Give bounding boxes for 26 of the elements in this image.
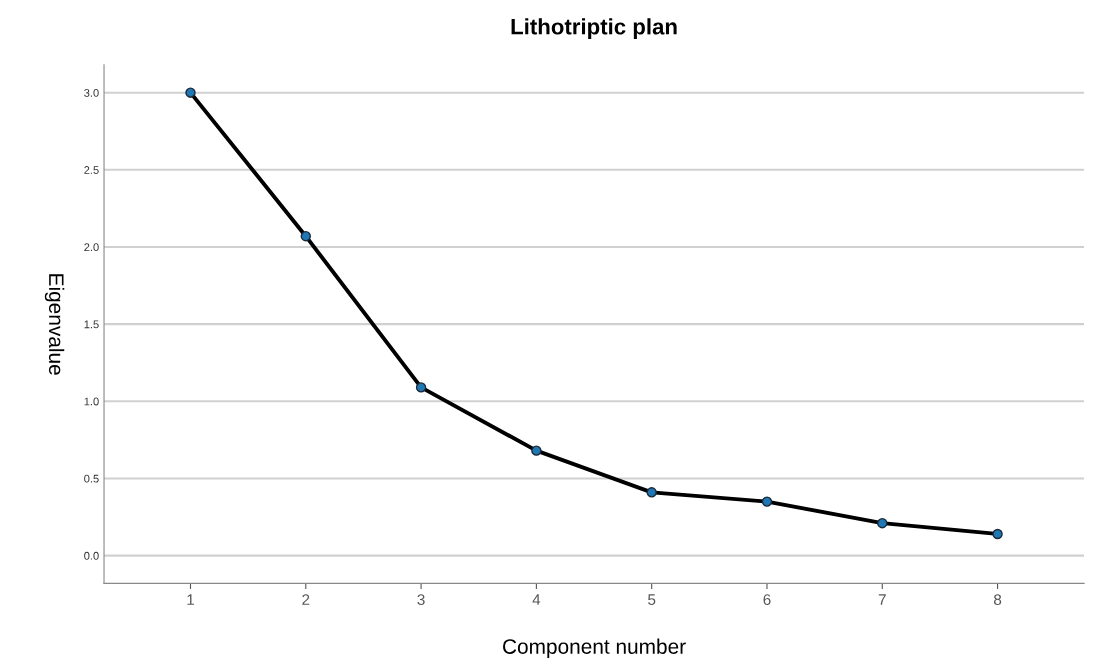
x-tick-label: 5 <box>648 594 656 606</box>
y-tick-label: 2.0 <box>84 243 99 252</box>
x-axis-title: Component number <box>503 638 686 658</box>
y-tick-label: 0.5 <box>84 474 99 483</box>
x-tick-label: 2 <box>302 594 310 605</box>
x-tick-label: 8 <box>993 594 1002 606</box>
point <box>877 517 888 529</box>
point <box>761 496 773 507</box>
chart-title: Lithotriptic plan <box>511 18 677 39</box>
point <box>646 487 657 498</box>
point <box>185 87 196 98</box>
y-tick-label: 1.5 <box>84 320 99 329</box>
point <box>300 230 312 242</box>
y-tick-label: 0.0 <box>84 551 99 560</box>
point <box>992 528 1003 540</box>
x-tick-label: 6 <box>763 594 771 606</box>
y-axis-title: Eigenvalue <box>44 274 65 375</box>
y-tick-label: 1.0 <box>84 397 99 406</box>
y-tick-label: 3.0 <box>84 88 99 97</box>
y-tick-label: 2.5 <box>84 166 99 174</box>
x-tick-label: 1 <box>187 594 194 605</box>
point <box>415 382 427 393</box>
x-tick-label: 3 <box>417 594 425 606</box>
point <box>531 445 542 456</box>
x-tick-label: 4 <box>532 594 541 605</box>
x-tick-label: 7 <box>878 594 886 605</box>
